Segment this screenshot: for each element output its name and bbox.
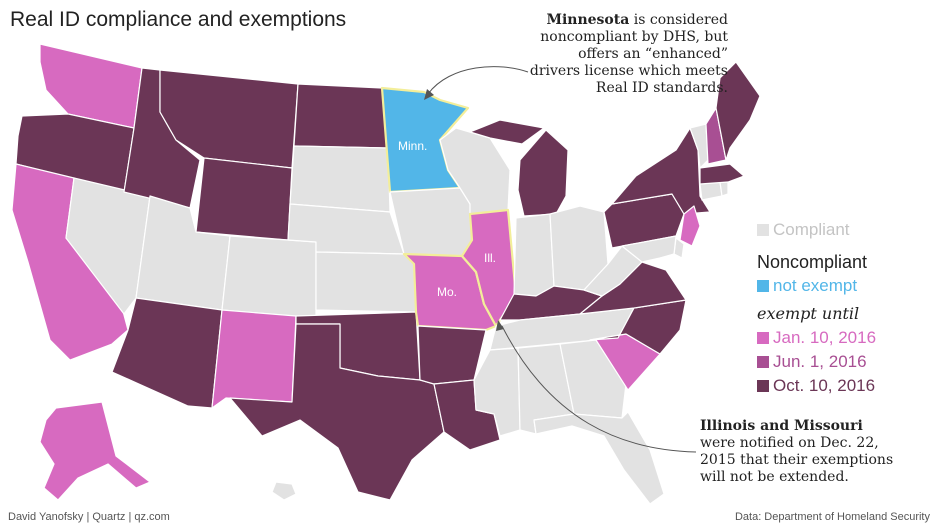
map-title: Real ID compliance and exemptions <box>10 8 347 31</box>
legend-jun: Jun. 1, 2016 <box>757 350 937 374</box>
legend-jun-label: Jun. 1, 2016 <box>773 352 867 371</box>
state-VT <box>689 123 709 169</box>
state-ME <box>715 61 761 161</box>
state-HI <box>271 481 297 501</box>
state-AK <box>39 401 151 501</box>
state-AR <box>417 325 487 385</box>
state-NY <box>611 127 711 215</box>
legend-exempt-until: exempt until <box>757 304 860 323</box>
legend-compliant: Compliant <box>757 218 937 242</box>
legend-swatch-not-exempt <box>757 280 769 292</box>
minnesota-note-bold: Minnesota <box>546 12 630 28</box>
footer-credit: David Yanofsky | Quartz | qz.com <box>8 511 170 523</box>
state-IA <box>389 187 473 257</box>
state-IN <box>513 213 555 297</box>
illinois-missouri-callout-arrow <box>501 325 697 453</box>
legend-oct-label: Oct. 10, 2016 <box>773 376 876 395</box>
state-WY <box>195 157 293 241</box>
state-MD <box>621 235 677 263</box>
illinois-missouri-note-bold: Illinois and Missouri <box>700 418 863 434</box>
state-KS <box>315 251 417 313</box>
legend-not-exempt-label: not exempt <box>773 276 858 295</box>
legend-not-exempt: not exempt <box>757 274 937 298</box>
legend-swatch-jan <box>757 332 769 344</box>
label-mo: Mo. <box>437 285 457 299</box>
state-SD <box>289 145 391 213</box>
state-FL <box>533 411 665 505</box>
label-minn: Minn. <box>398 139 427 153</box>
illinois-missouri-note-text: were notified on Dec. 22, 2015 that thei… <box>700 435 894 485</box>
state-IL <box>460 208 518 328</box>
minnesota-callout-arrow <box>427 66 529 95</box>
minnesota-note: Minnesota is considered noncompliant by … <box>528 12 728 97</box>
state-CT <box>699 181 723 201</box>
state-GA <box>559 339 627 419</box>
state-RI <box>719 181 729 197</box>
legend-jan-label: Jan. 10, 2016 <box>773 328 877 347</box>
minnesota-arrowhead <box>424 89 434 100</box>
legend-jan: Jan. 10, 2016 <box>757 326 937 350</box>
state-TX <box>229 323 445 501</box>
state-ND <box>293 83 389 149</box>
state-MA <box>699 163 745 185</box>
state-NJ <box>679 205 701 247</box>
legend-noncompliant: Noncompliant <box>757 252 868 272</box>
legend-swatch-compliant <box>757 224 769 236</box>
legend-oct: Oct. 10, 2016 <box>757 374 937 398</box>
state-CO <box>221 235 317 319</box>
legend-compliant-label: Compliant <box>773 220 850 239</box>
legend-swatch-jun <box>757 356 769 368</box>
footer-source: Data: Department of Homeland Security <box>734 511 930 523</box>
minnesota-note-text: is considered noncompliant by DHS, but o… <box>529 12 728 96</box>
state-MI <box>469 119 569 217</box>
illinois-missouri-arrowhead <box>496 320 504 331</box>
state-NM <box>211 309 297 409</box>
legend-swatch-oct <box>757 380 769 392</box>
state-AZ <box>111 297 223 409</box>
label-ill: Ill. <box>484 251 496 265</box>
legend: Compliant Noncompliant not exempt exempt… <box>757 218 937 398</box>
illinois-missouri-note: Illinois and Missouri were notified on D… <box>700 418 900 486</box>
